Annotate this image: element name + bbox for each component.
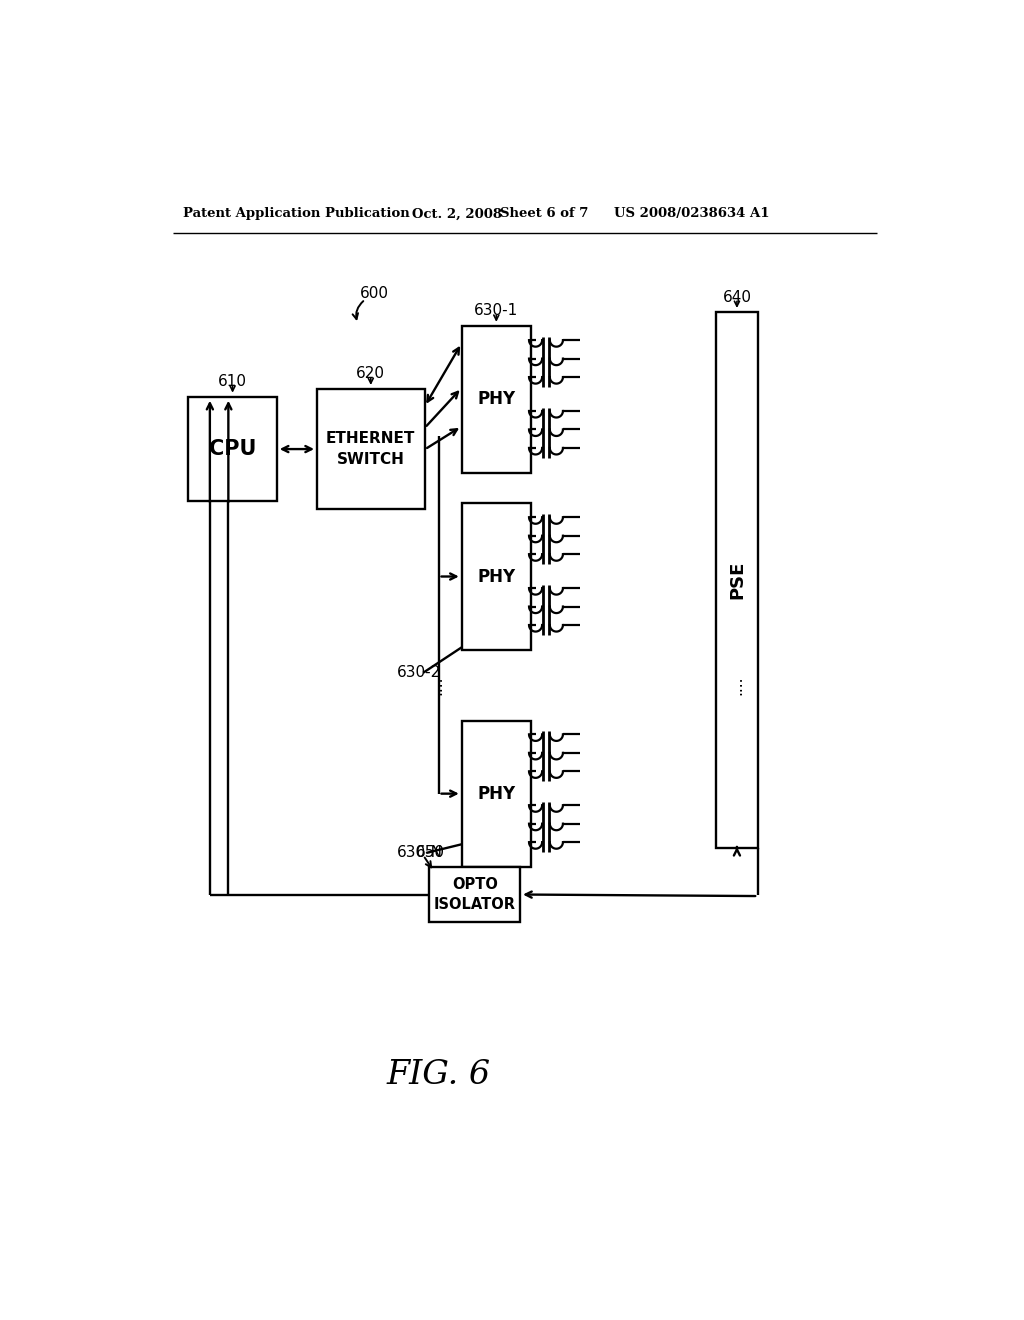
Text: PHY: PHY <box>477 391 515 408</box>
Text: Patent Application Publication: Patent Application Publication <box>183 207 410 220</box>
Text: 620: 620 <box>356 367 385 381</box>
Bar <box>462 721 531 867</box>
Bar <box>462 503 531 649</box>
Text: ....: .... <box>429 479 442 496</box>
Text: FIG. 6: FIG. 6 <box>386 1059 490 1090</box>
Text: PHY: PHY <box>477 784 515 803</box>
Text: 600: 600 <box>360 285 389 301</box>
Text: 630-2: 630-2 <box>397 665 441 680</box>
Bar <box>188 397 276 502</box>
Text: 640: 640 <box>723 289 752 305</box>
Text: PHY: PHY <box>477 568 515 586</box>
Text: CPU: CPU <box>209 440 256 459</box>
Text: Sheet 6 of 7: Sheet 6 of 7 <box>500 207 589 220</box>
Text: ....: .... <box>729 676 744 694</box>
Text: ETHERNET
SWITCH: ETHERNET SWITCH <box>326 432 416 467</box>
Text: 630-1: 630-1 <box>474 304 518 318</box>
Bar <box>462 326 531 473</box>
Text: US 2008/0238634 A1: US 2008/0238634 A1 <box>614 207 770 220</box>
Text: ....: .... <box>429 676 444 694</box>
Text: Oct. 2, 2008: Oct. 2, 2008 <box>412 207 502 220</box>
Text: 650: 650 <box>416 845 444 861</box>
Bar <box>316 389 425 508</box>
Text: 610: 610 <box>218 374 247 389</box>
Text: PSE: PSE <box>728 561 745 599</box>
Text: 630-N: 630-N <box>397 845 443 861</box>
Bar <box>716 313 758 847</box>
Bar <box>429 867 520 923</box>
Text: OPTO
ISOLATOR: OPTO ISOLATOR <box>434 876 516 912</box>
